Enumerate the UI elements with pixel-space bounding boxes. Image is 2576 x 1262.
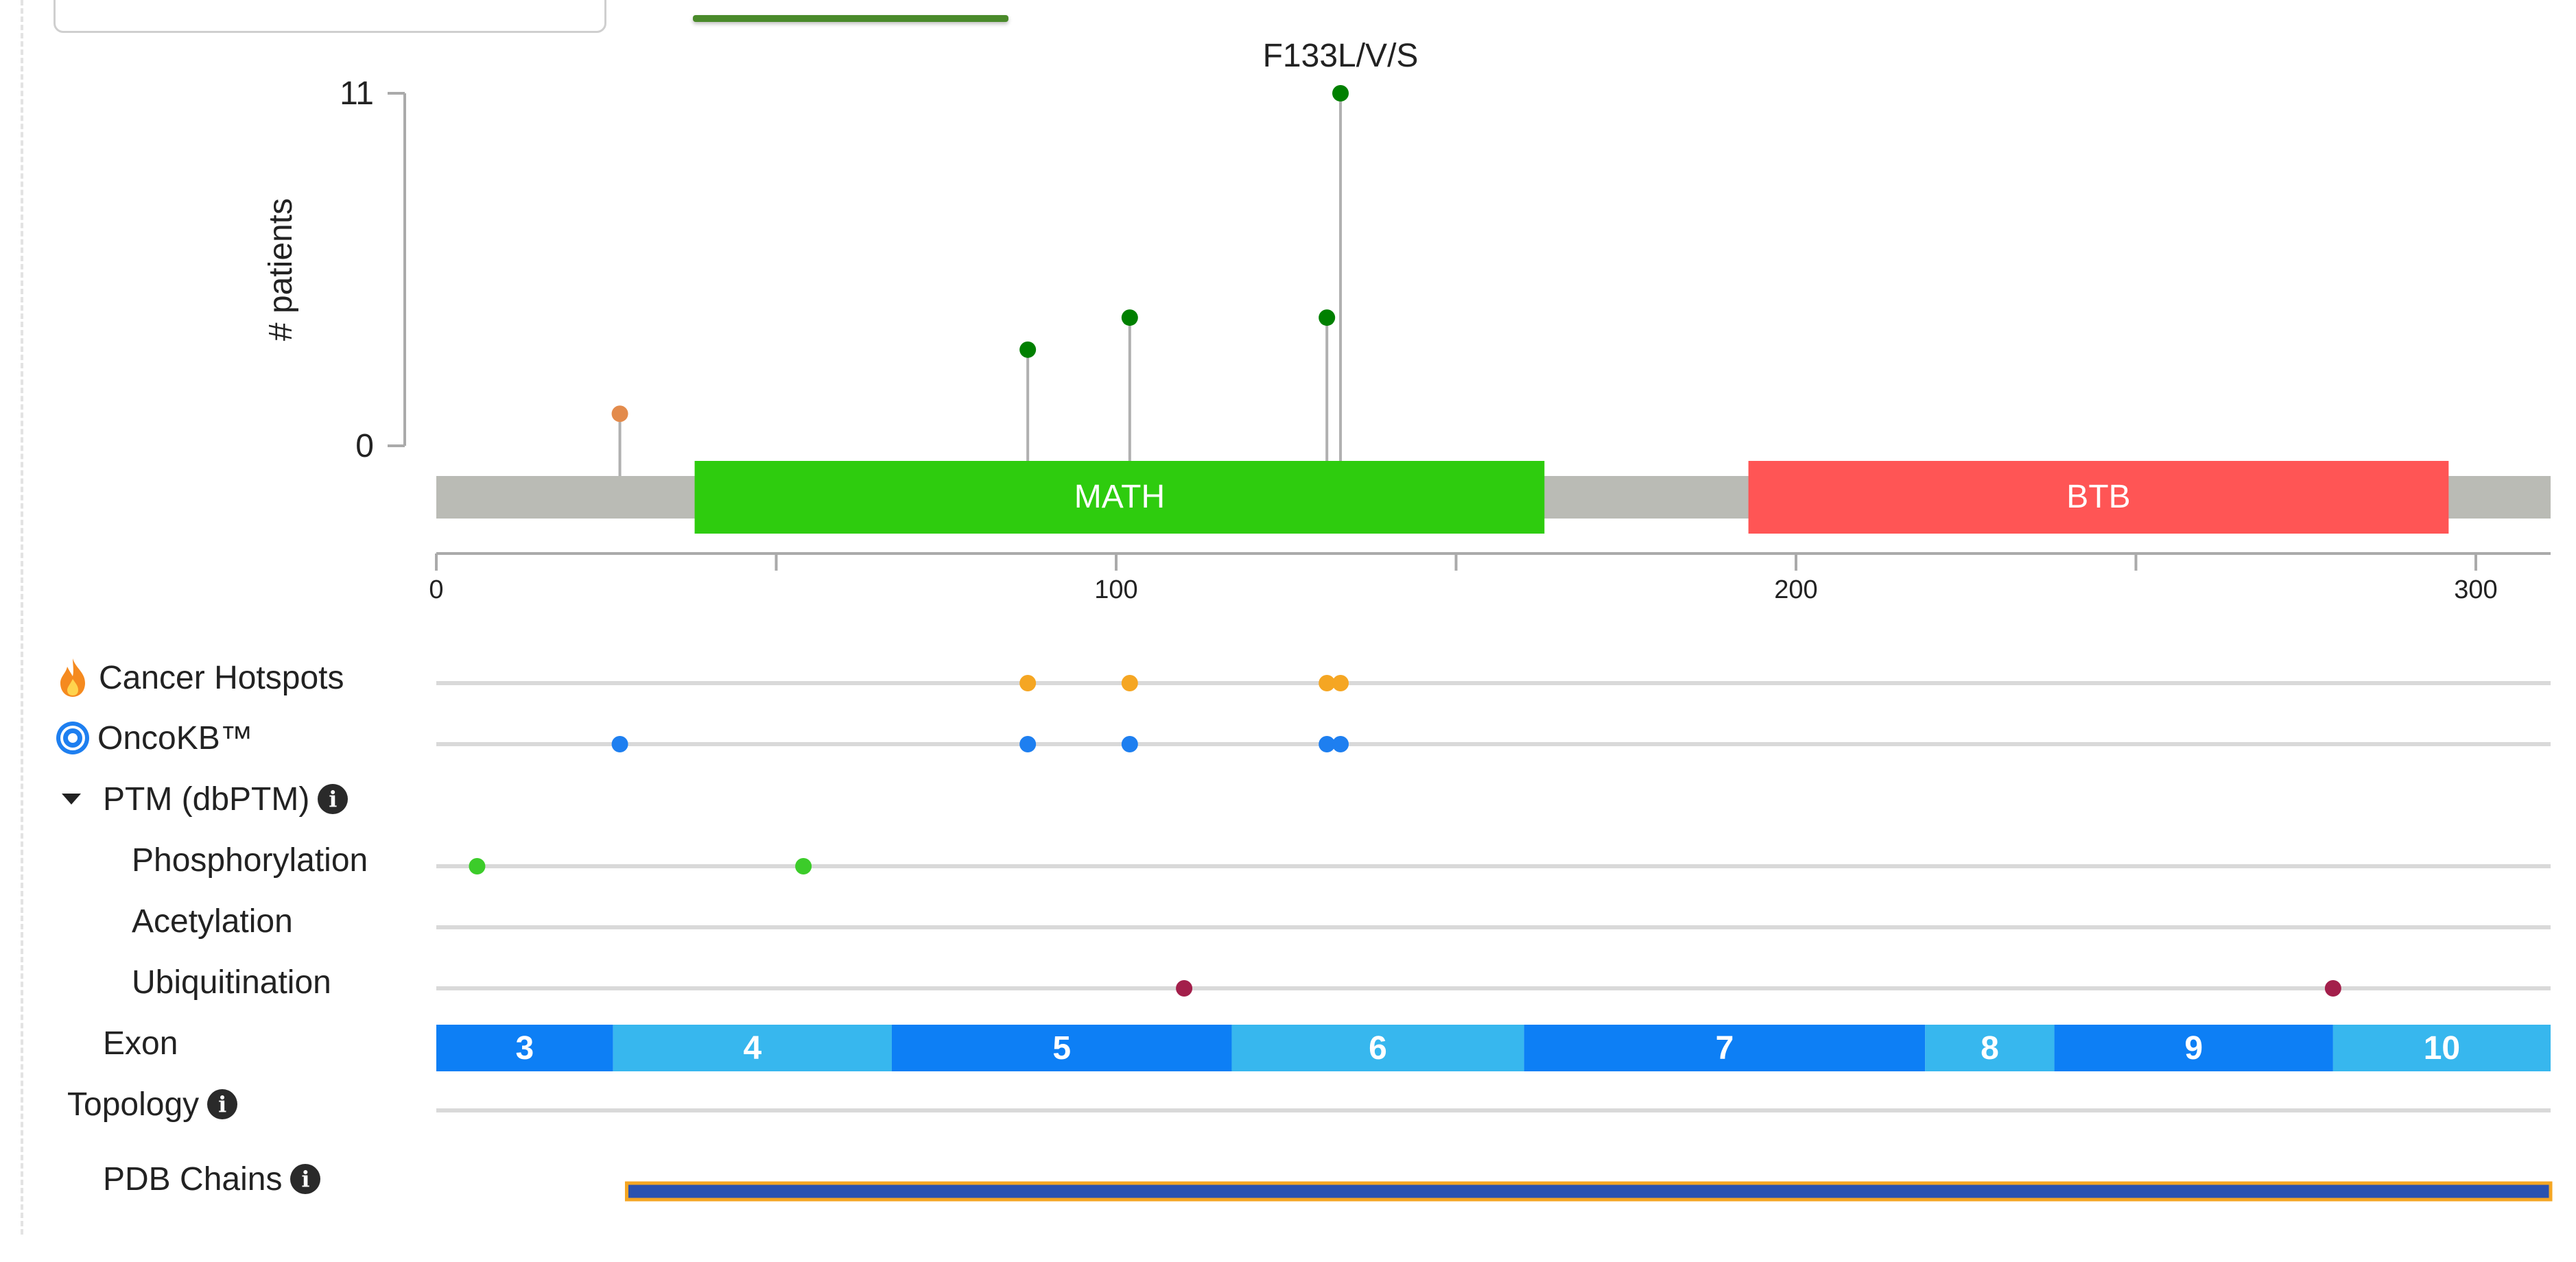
y-axis-label: # patients [263,198,299,341]
pdb-label-text: PDB Chains [103,1160,283,1198]
x-tick-label: 100 [1094,575,1137,604]
exon-track-label: Exon [103,1023,178,1064]
hotspots-dot[interactable] [1332,675,1349,691]
exon-label: 9 [2184,1030,2203,1067]
hotspots-dot[interactable] [1319,675,1336,691]
lollipop-head[interactable] [1121,309,1138,326]
exon-label: 5 [1052,1030,1071,1067]
exon-9[interactable] [2054,1025,2333,1071]
pdb-chain-bar[interactable] [624,1181,2553,1202]
info-icon[interactable]: i [318,784,348,814]
hotspots-dot[interactable] [1121,675,1138,691]
x-tick-label: 300 [2454,575,2497,604]
search-input[interactable] [54,0,606,33]
exon-5[interactable] [891,1025,1232,1071]
hotspots-label-text: Cancer Hotspots [99,659,344,696]
exon-label: 10 [2424,1030,2460,1067]
exon-3[interactable] [436,1025,613,1071]
domain-label: BTB [2066,479,2130,515]
phosphorylation-label-text: Phosphorylation [132,842,368,879]
y-tick-label-min: 0 [355,428,374,464]
top-mutation-label: F133L/V/S [1263,38,1419,74]
phosphorylation-dot[interactable] [795,858,812,874]
lollipop-head[interactable] [1319,309,1336,326]
ubiquitination-dot[interactable] [2324,980,2341,997]
ptm-track-toggle[interactable]: PTM (dbPTM) i [62,778,348,820]
acetylation-track-label: Acetylation [132,901,293,942]
exon-8[interactable] [1925,1025,2055,1071]
exon-10[interactable] [2332,1025,2551,1071]
ubiquitination-label-text: Ubiquitination [132,964,331,1001]
exon-label: 3 [515,1030,534,1067]
ubiquitination-dot[interactable] [1176,980,1193,997]
lollipop-head[interactable] [1332,85,1349,102]
y-tick-label-max: 11 [340,75,374,112]
info-icon[interactable]: i [207,1089,238,1119]
hotspots-dot[interactable] [1019,675,1037,691]
exon-label: 7 [1716,1030,1734,1067]
topology-label-text: Topology [67,1086,200,1123]
pdb-track-label: PDB Chains i [103,1158,321,1200]
panel-left-border [21,0,23,1235]
exon-label: 6 [1369,1030,1387,1067]
domain-math[interactable] [694,461,1545,534]
acetylation-label-text: Acetylation [132,903,293,940]
caret-down-icon [62,794,81,805]
phosphorylation-track-label: Phosphorylation [132,840,368,881]
oncokb-track-label[interactable]: OncoKB™ [55,717,253,759]
oncokb-dot[interactable] [1121,736,1138,752]
info-icon[interactable]: i [290,1164,321,1194]
topology-track-label: Topology i [67,1084,238,1125]
oncokb-dot[interactable] [1019,736,1037,752]
oncokb-dot[interactable] [611,736,628,752]
x-tick-label: 200 [1774,575,1817,604]
exon-7[interactable] [1524,1025,1926,1071]
oncokb-icon [56,722,89,754]
exon-label: 4 [743,1030,761,1067]
lollipop-head[interactable] [1019,341,1037,358]
exon-label-text: Exon [103,1025,178,1062]
exon-label: 8 [1981,1030,1999,1067]
exon-6[interactable] [1231,1025,1524,1071]
hotspots-track-label[interactable]: Cancer Hotspots [55,657,344,698]
ubiquitination-track-label: Ubiquitination [132,962,331,1003]
top-slider[interactable] [693,15,1008,22]
oncokb-dot[interactable] [1319,736,1336,752]
oncokb-label-text: OncoKB™ [97,719,253,757]
ptm-label-text: PTM (dbPTM) [103,781,310,818]
phosphorylation-dot[interactable] [469,858,486,874]
exon-4[interactable] [613,1025,892,1071]
x-tick-label: 0 [429,575,443,604]
flame-icon [60,658,85,697]
lollipop-head[interactable] [611,405,628,422]
domain-label: MATH [1074,479,1165,515]
domain-btb[interactable] [1748,461,2449,534]
oncokb-dot[interactable] [1332,736,1349,752]
